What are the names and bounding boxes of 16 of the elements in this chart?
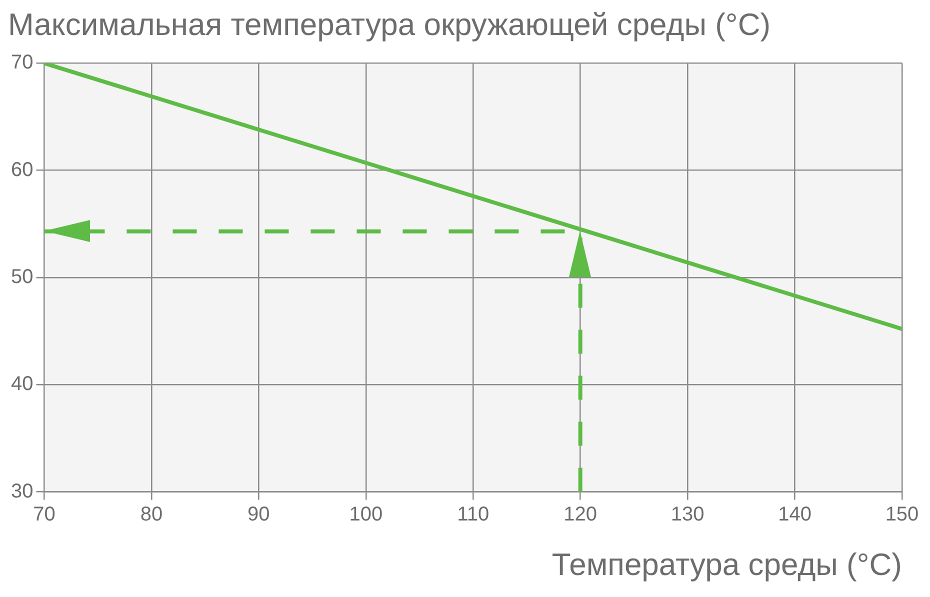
y-tick-label: 40 [10, 373, 34, 396]
y-tick-label: 70 [10, 52, 34, 74]
x-tick-label: 70 [33, 503, 56, 526]
x-tick-label: 80 [140, 503, 163, 526]
y-tick-label: 60 [10, 158, 34, 181]
x-tick-label: 150 [885, 503, 919, 526]
x-tick-label: 100 [349, 503, 383, 526]
x-tick-label: 110 [457, 503, 490, 526]
x-tick-label: 130 [670, 503, 704, 526]
chart-title: Максимальная температура окружающей среды (°C) [8, 7, 771, 42]
x-tick-label: 90 [248, 503, 270, 526]
y-tick-label: 50 [10, 266, 34, 288]
x-axis-title: Температура среды (°C) [552, 546, 902, 582]
x-tick-label: 140 [778, 503, 812, 526]
y-tick-label: 30 [10, 480, 34, 502]
x-tick-label: 120 [564, 503, 598, 526]
